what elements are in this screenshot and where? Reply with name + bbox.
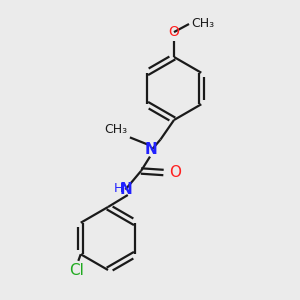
Text: O: O — [169, 165, 181, 180]
Text: N: N — [145, 142, 158, 158]
Text: O: O — [169, 25, 179, 39]
Text: CH₃: CH₃ — [191, 17, 214, 31]
Text: CH₃: CH₃ — [104, 123, 127, 136]
Text: N: N — [120, 182, 132, 197]
Text: Cl: Cl — [69, 263, 84, 278]
Text: H: H — [114, 182, 123, 195]
